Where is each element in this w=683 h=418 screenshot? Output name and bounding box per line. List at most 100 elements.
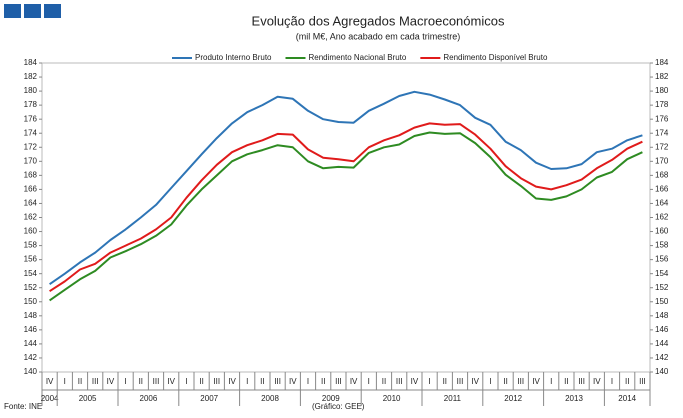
y-tick-label: 140 xyxy=(24,367,38,376)
chart-title: Evolução dos Agregados Macroeconómicos xyxy=(252,13,505,28)
y-tick-label: 142 xyxy=(24,353,38,362)
series-line xyxy=(49,122,643,293)
x-tick-label: III xyxy=(213,377,220,386)
y2-tick-label: 158 xyxy=(655,241,669,250)
y2-tick-label: 164 xyxy=(655,199,669,208)
x-tick-label: I xyxy=(307,377,309,386)
y-tick-label: 158 xyxy=(24,241,38,250)
legend-label: Rendimento Nacional Bruto xyxy=(309,53,407,62)
y-tick-label: 178 xyxy=(24,100,38,109)
x-tick-label: III xyxy=(92,377,99,386)
x-tick-label: IV xyxy=(228,377,236,386)
logo-block xyxy=(24,4,41,18)
y-tick-label: 162 xyxy=(24,213,38,222)
y2-tick-label: 160 xyxy=(655,227,669,236)
y-tick-label: 166 xyxy=(24,185,38,194)
x-tick-label: IV xyxy=(167,377,175,386)
x-tick-label: III xyxy=(578,377,585,386)
x-tick-label: II xyxy=(260,377,264,386)
y2-tick-label: 140 xyxy=(655,367,669,376)
year-label: 2014 xyxy=(618,394,636,403)
x-tick-label: III xyxy=(274,377,281,386)
y-tick-label: 160 xyxy=(24,227,38,236)
y-tick-label: 168 xyxy=(24,170,38,179)
y-tick-label: 148 xyxy=(24,311,38,320)
y-tick-label: 174 xyxy=(24,128,38,137)
x-tick-label: I xyxy=(185,377,187,386)
y-tick-label: 154 xyxy=(24,269,38,278)
y2-tick-label: 170 xyxy=(655,156,669,165)
year-label: 2013 xyxy=(565,394,583,403)
x-tick-label: III xyxy=(457,377,464,386)
y2-tick-label: 144 xyxy=(655,339,669,348)
y-tick-label: 152 xyxy=(24,283,38,292)
x-tick-label: I xyxy=(428,377,430,386)
legend-label: Produto Interno Bruto xyxy=(195,53,272,62)
y-tick-label: 150 xyxy=(24,297,38,306)
x-tick-label: I xyxy=(64,377,66,386)
x-tick-label: III xyxy=(396,377,403,386)
y2-tick-label: 180 xyxy=(655,86,669,95)
x-tick-label: I xyxy=(246,377,248,386)
x-tick-label: IV xyxy=(107,377,115,386)
y2-tick-label: 146 xyxy=(655,325,669,334)
y2-tick-label: 152 xyxy=(655,283,669,292)
year-label: 2009 xyxy=(322,394,340,403)
x-tick-label: IV xyxy=(46,377,54,386)
y-tick-label: 172 xyxy=(24,142,38,151)
y-tick-label: 184 xyxy=(24,58,38,67)
x-tick-label: II xyxy=(443,377,447,386)
x-tick-label: IV xyxy=(532,377,540,386)
chart-subtitle: (mil M€, Ano acabado em cada trimestre) xyxy=(296,31,461,41)
y-tick-label: 146 xyxy=(24,325,38,334)
logo-block xyxy=(44,4,61,18)
y2-tick-label: 166 xyxy=(655,185,669,194)
x-tick-label: IV xyxy=(350,377,358,386)
logo-block xyxy=(4,4,21,18)
series-line xyxy=(49,90,643,286)
y2-tick-label: 156 xyxy=(655,255,669,264)
y2-tick-label: 142 xyxy=(655,353,669,362)
year-label: 2005 xyxy=(79,394,97,403)
y2-tick-label: 148 xyxy=(655,311,669,320)
y2-tick-label: 154 xyxy=(655,269,669,278)
y2-tick-label: 172 xyxy=(655,142,669,151)
y-tick-label: 156 xyxy=(24,255,38,264)
y2-tick-label: 174 xyxy=(655,128,669,137)
year-label: 2004 xyxy=(41,394,59,403)
x-tick-label: II xyxy=(139,377,143,386)
legend-label: Rendimento Disponível Bruto xyxy=(443,53,548,62)
x-tick-label: II xyxy=(503,377,507,386)
x-tick-label: IV xyxy=(411,377,419,386)
x-tick-label: IV xyxy=(471,377,479,386)
plot-frame xyxy=(41,62,651,373)
x-tick-label: II xyxy=(625,377,629,386)
x-tick-label: III xyxy=(153,377,160,386)
x-tick-label: I xyxy=(550,377,552,386)
x-tick-label: I xyxy=(489,377,491,386)
y-tick-label: 170 xyxy=(24,156,38,165)
y2-tick-label: 150 xyxy=(655,297,669,306)
source: Fonte: INE xyxy=(4,402,42,411)
x-tick-label: II xyxy=(78,377,82,386)
year-label: 2008 xyxy=(261,394,279,403)
x-tick-label: III xyxy=(517,377,524,386)
y2-tick-label: 168 xyxy=(655,170,669,179)
x-tick-label: III xyxy=(335,377,342,386)
y2-tick-label: 182 xyxy=(655,72,669,81)
year-label: 2007 xyxy=(200,394,218,403)
year-label: 2006 xyxy=(140,394,158,403)
y-tick-label: 164 xyxy=(24,199,38,208)
year-label: 2012 xyxy=(504,394,522,403)
x-tick-label: IV xyxy=(289,377,297,386)
x-tick-label: I xyxy=(368,377,370,386)
year-label: 2010 xyxy=(383,394,401,403)
y2-tick-label: 184 xyxy=(655,58,669,67)
year-label: 2011 xyxy=(444,394,462,403)
y2-tick-label: 178 xyxy=(655,100,669,109)
y2-tick-label: 176 xyxy=(655,114,669,123)
x-tick-label: IV xyxy=(593,377,601,386)
x-tick-label: II xyxy=(199,377,203,386)
x-tick-label: I xyxy=(611,377,613,386)
